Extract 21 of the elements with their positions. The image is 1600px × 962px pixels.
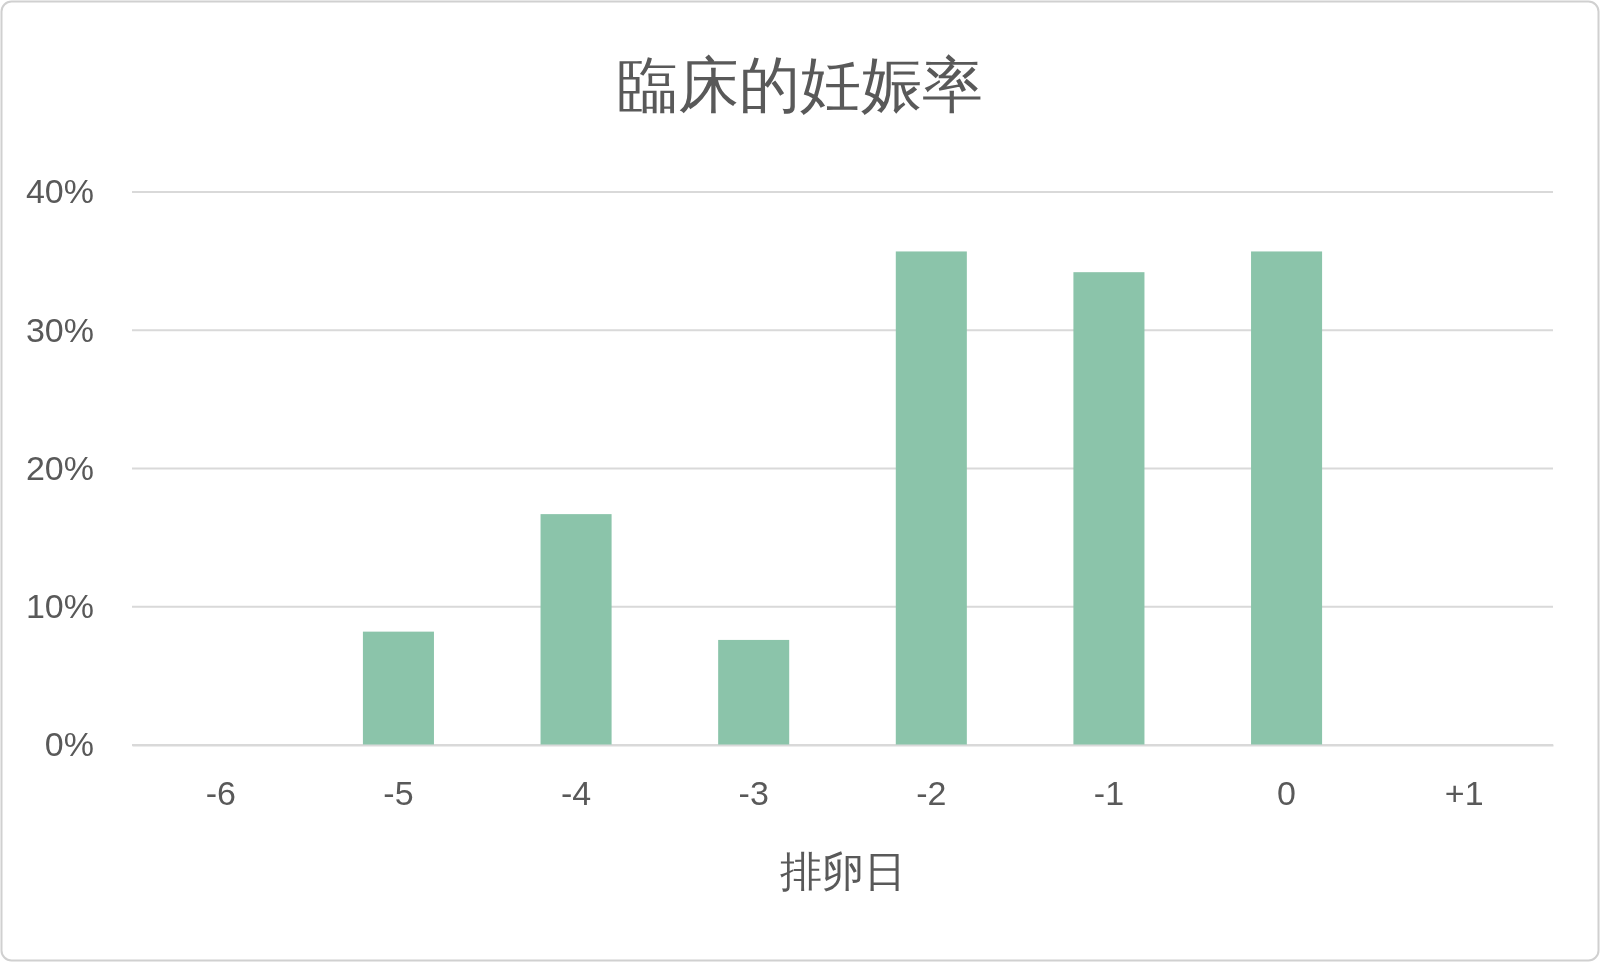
x-tick-label: -2 — [916, 774, 947, 813]
x-tick-label: -5 — [383, 774, 414, 813]
bar — [362, 631, 434, 745]
x-tick-label: +1 — [1444, 774, 1484, 813]
x-axis-title: 排卵日 — [779, 848, 906, 895]
x-tick-label: 0 — [1277, 774, 1297, 813]
bar — [895, 251, 967, 745]
bar — [718, 639, 790, 745]
x-tick-label: -6 — [205, 774, 236, 813]
y-tick-label: 30% — [25, 310, 94, 349]
y-tick-label: 10% — [25, 587, 94, 626]
y-tick-label: 40% — [25, 172, 94, 211]
x-tick-label: -4 — [560, 774, 592, 813]
y-tick-label: 20% — [25, 448, 94, 487]
chart-title: 臨床的妊娠率 — [617, 51, 983, 119]
bar — [1251, 251, 1323, 745]
bar — [1073, 272, 1145, 745]
y-tick-label: 0% — [44, 725, 94, 764]
x-tick-label: -1 — [1093, 774, 1125, 813]
x-tick-label: -3 — [738, 774, 769, 813]
bar — [540, 514, 612, 745]
